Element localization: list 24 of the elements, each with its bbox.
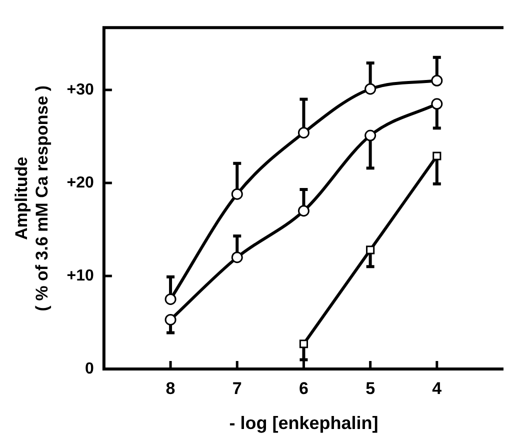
point [164,293,176,305]
x-tick-label: 4 [432,378,442,398]
point [432,152,442,160]
point [364,130,376,142]
point [299,340,308,348]
y-axis-title: Amplitude ( % of 3.6 mM Ca response ) [12,85,52,312]
y-tick-label: 0 [85,360,94,378]
y-tick-label: +30 [66,81,94,98]
x-tick-label: 6 [298,378,308,398]
point [431,74,443,86]
point [298,205,310,217]
point [431,98,443,110]
x-tick-label: 5 [366,378,376,398]
point [231,252,243,264]
point [366,246,375,254]
y-tick-label: +20 [66,174,94,192]
x-tick-label: 7 [232,378,242,398]
point [164,314,176,326]
x-axis-title: - log [enkephalin] [229,413,378,434]
x-tick-label: 8 [166,378,176,398]
point [231,188,243,200]
y-tick-label: +10 [66,267,94,284]
point [364,83,376,95]
point [298,126,310,138]
